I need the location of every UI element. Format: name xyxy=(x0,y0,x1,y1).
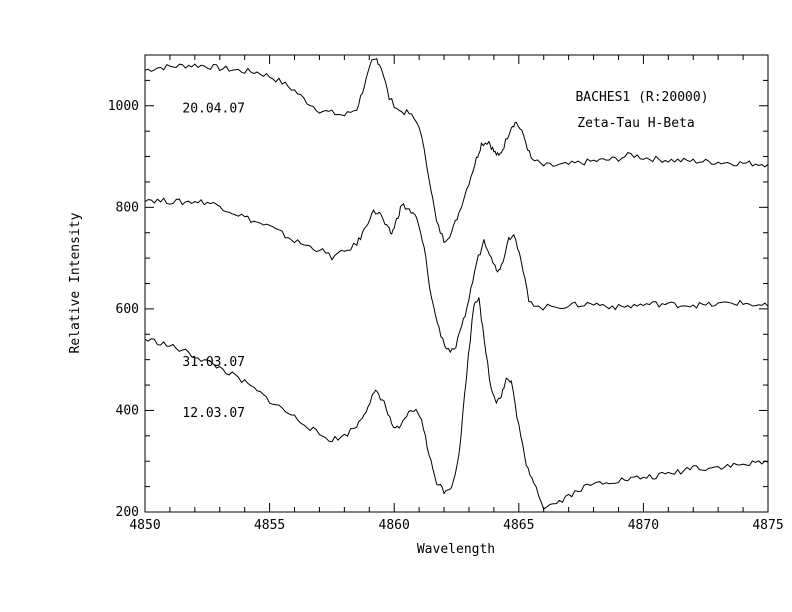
x-tick-label: 4855 xyxy=(254,518,285,533)
y-axis-label: Relative Intensity xyxy=(68,212,83,353)
x-tick-label: 4875 xyxy=(752,518,783,533)
x-tick-label: 4870 xyxy=(628,518,659,533)
annotation-instrument: BACHES1 (R:20000) xyxy=(575,90,708,105)
series-line-20.04.07 xyxy=(144,58,769,244)
series-label: 12.03.07 xyxy=(182,406,245,421)
series-label: 20.04.07 xyxy=(182,101,245,116)
y-tick-label: 600 xyxy=(116,302,139,317)
series-line-12.03.07 xyxy=(144,297,769,510)
series-line-31.03.07 xyxy=(144,197,769,354)
spectrum-series xyxy=(144,58,769,510)
y-tick-label: 1000 xyxy=(108,99,139,114)
x-tick-label: 4850 xyxy=(129,518,160,533)
series-label: 31.03.07 xyxy=(182,355,245,370)
y-tick-label: 200 xyxy=(116,505,139,520)
annotation-target: Zeta-Tau H-Beta xyxy=(577,116,694,131)
y-tick-label: 400 xyxy=(116,403,139,418)
x-axis-label: Wavelength xyxy=(417,542,495,557)
axis-ticks xyxy=(144,54,769,513)
x-tick-label: 4865 xyxy=(503,518,534,533)
series-labels: 20.04.07 31.03.07 12.03.07 xyxy=(182,101,245,421)
axis-tick-labels: 4850 4855 4860 4865 4870 4875 200 400 600 800 1000 xyxy=(108,99,784,533)
y-tick-label: 800 xyxy=(116,200,139,215)
x-tick-label: 4860 xyxy=(379,518,410,533)
